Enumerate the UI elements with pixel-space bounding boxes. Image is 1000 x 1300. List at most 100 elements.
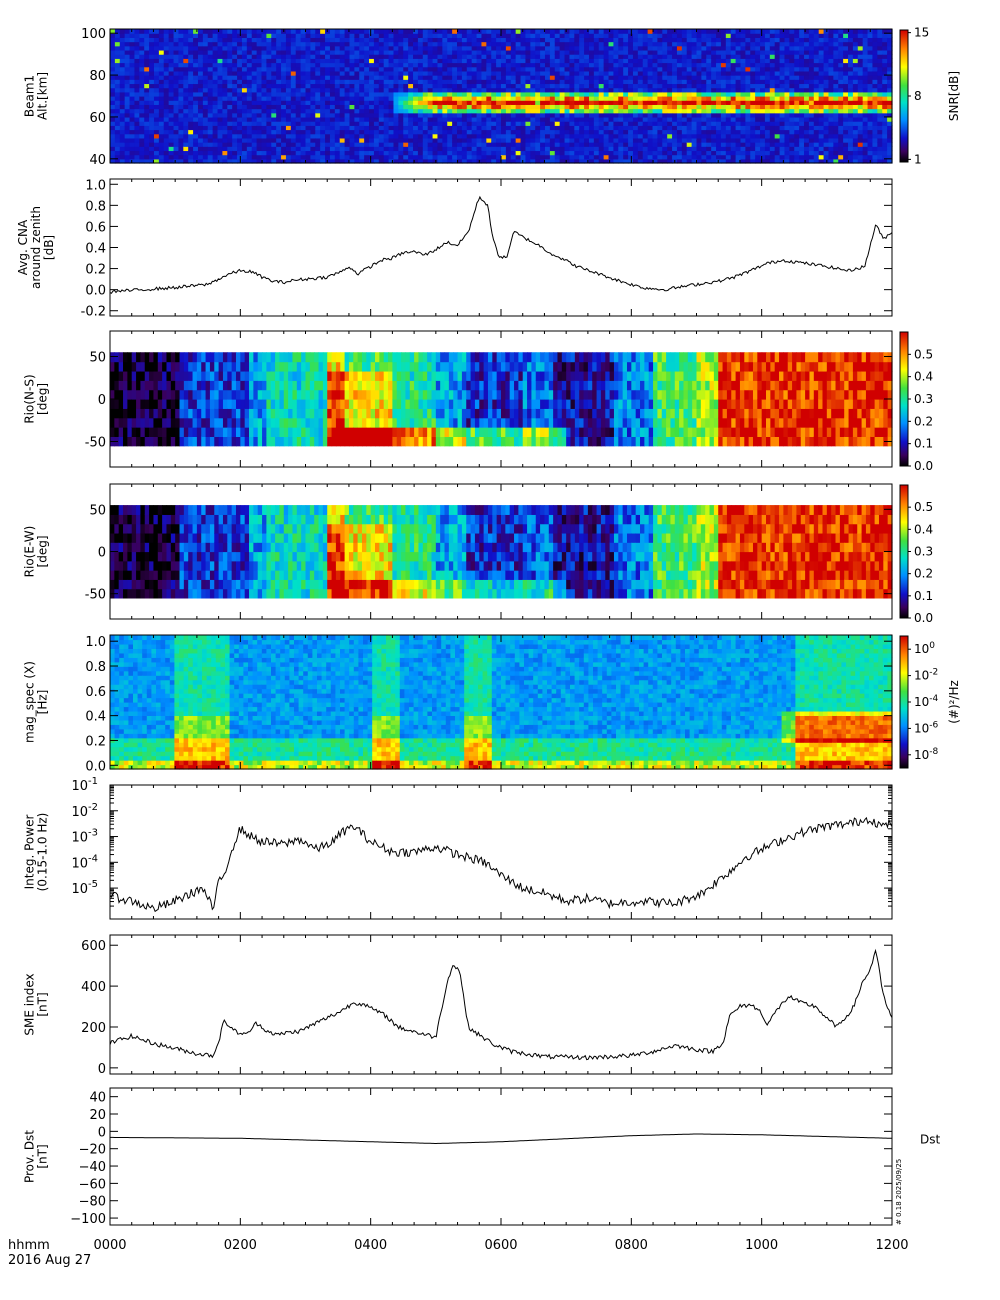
snr-cell	[491, 91, 497, 97]
snr-cell	[657, 83, 663, 89]
snr-cell	[544, 104, 551, 110]
snr-cell	[295, 125, 302, 131]
snr-cell	[574, 154, 580, 160]
snr-cell	[574, 116, 580, 122]
snr-cell	[852, 70, 859, 76]
snr-cell	[188, 41, 194, 47]
snr-cell	[794, 45, 800, 51]
snr-cell	[359, 29, 365, 34]
snr-cell	[393, 33, 399, 38]
snr-cell	[183, 158, 189, 164]
snr-cell	[623, 129, 629, 135]
snr-cell	[579, 54, 585, 59]
snr-cell	[628, 96, 634, 101]
snr-cell	[774, 58, 781, 64]
snr-cell	[197, 79, 204, 85]
snr-cell	[818, 54, 825, 59]
snr-cell	[711, 75, 717, 80]
snr-cell	[588, 116, 595, 122]
snr-cell	[237, 137, 243, 143]
snr-cell	[329, 129, 336, 135]
snr-cell	[251, 125, 258, 131]
snr-cell	[813, 150, 820, 156]
snr-cell	[662, 104, 668, 110]
snr-cell	[217, 83, 224, 89]
snr-cell	[149, 142, 155, 147]
snr-cell	[852, 79, 859, 85]
snr-cell	[740, 33, 746, 38]
snr-cell	[197, 154, 204, 160]
snr-cell	[769, 91, 776, 97]
snr-cell	[530, 41, 536, 47]
snr-cell	[496, 41, 502, 47]
snr-cell	[466, 70, 473, 76]
snr-cell	[579, 45, 585, 51]
snr-cell	[153, 150, 160, 156]
snr-cell	[491, 75, 497, 80]
snr-cell	[848, 62, 854, 68]
snr-cell	[779, 142, 786, 147]
snr-cell	[481, 58, 487, 64]
snr-cell	[701, 62, 707, 68]
snr-cell	[124, 87, 131, 93]
snr-cell	[652, 41, 658, 47]
snr-cell	[584, 70, 590, 76]
snr-cell	[755, 125, 761, 131]
snr-cell	[315, 45, 321, 51]
snr-cell	[466, 91, 473, 97]
snr-cell	[461, 91, 468, 97]
snr-cell	[447, 62, 453, 68]
snr-cell	[686, 54, 693, 59]
snr-cell	[359, 54, 365, 59]
snr-cell	[422, 96, 429, 101]
snr-cell	[481, 125, 487, 131]
snr-cell	[222, 158, 228, 164]
snr-cell	[207, 100, 214, 105]
snr-cell	[642, 108, 649, 114]
snr-cell	[740, 100, 746, 105]
snr-cell	[329, 37, 336, 43]
snr-cell	[549, 29, 556, 34]
snr-cell	[427, 100, 434, 105]
snr-cell	[393, 116, 399, 122]
snr-cell	[554, 142, 561, 147]
snr-cell	[466, 146, 473, 152]
snr-cell	[393, 45, 399, 51]
snr-cell	[344, 45, 351, 51]
snr-cell	[188, 112, 194, 118]
snr-cell	[804, 129, 810, 135]
snr-cell	[867, 91, 874, 97]
snr-cell	[813, 129, 820, 135]
snr-cell	[667, 45, 673, 51]
snr-cell	[339, 41, 346, 47]
snr-cell	[676, 146, 683, 152]
snr-cell	[579, 154, 585, 160]
snr-cell	[344, 125, 351, 131]
snr-cell	[833, 96, 839, 101]
snr-cell	[725, 75, 732, 80]
snr-cell	[119, 87, 126, 93]
snr-cell	[779, 121, 786, 126]
snr-cell	[344, 83, 351, 89]
snr-cell	[403, 29, 409, 34]
snr-cell	[383, 33, 390, 38]
snr-cell	[344, 142, 351, 147]
snr-cell	[344, 66, 351, 72]
snr-cell	[515, 70, 522, 76]
snr-cell	[657, 100, 663, 105]
snr-cell	[403, 41, 409, 47]
snr-cell	[271, 146, 277, 152]
snr-cell	[593, 79, 600, 85]
snr-cell	[808, 116, 815, 122]
snr-cell	[623, 29, 629, 34]
snr-cell	[603, 150, 610, 156]
snr-cell	[843, 33, 849, 38]
snr-cell	[564, 58, 571, 64]
snr-cell	[559, 125, 566, 131]
snr-cell	[667, 37, 673, 43]
snr-cell	[794, 146, 800, 152]
snr-cell	[276, 37, 282, 43]
snr-cell	[359, 100, 365, 105]
snr-cell	[623, 125, 629, 131]
snr-cell	[852, 137, 859, 143]
